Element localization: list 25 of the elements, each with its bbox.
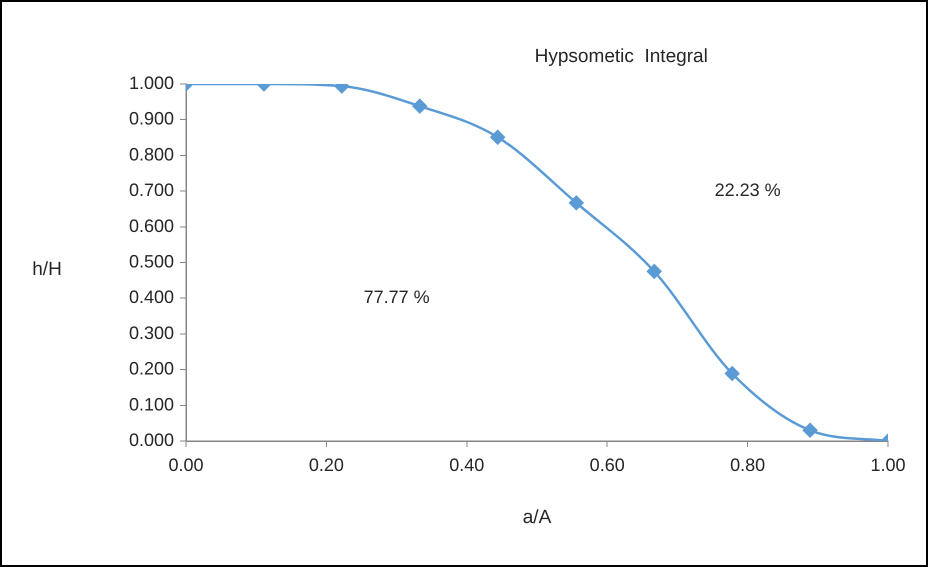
y-tick-label: 0.200 — [128, 358, 174, 379]
x-axis-title: a/A — [522, 507, 552, 528]
y-tick-label: 1.000 — [128, 72, 174, 93]
x-tick-label: 1.00 — [870, 454, 906, 475]
x-tick-label: 0.60 — [590, 454, 625, 475]
x-tick-label: 0.00 — [168, 454, 204, 475]
annotation: 22.23 % — [714, 180, 781, 200]
point — [646, 264, 662, 279]
y-tick-label: 0.500 — [128, 251, 174, 272]
point — [724, 366, 740, 381]
y-tick-label: 0.300 — [128, 322, 174, 343]
y-tick-label: 0.900 — [128, 108, 174, 129]
point — [569, 196, 584, 210]
y-axis-title: h/H — [32, 259, 62, 280]
y-tick-label: 0.700 — [128, 180, 174, 200]
annotation: 77.77 % — [364, 287, 430, 308]
y-tick-label: 0.000 — [128, 430, 174, 450]
y-tick-label: 0.600 — [128, 216, 174, 236]
x-tick-label: 0.20 — [308, 454, 344, 475]
y-tick-label: 0.100 — [128, 394, 174, 414]
x-tick-label: 0.40 — [449, 454, 484, 475]
y-tick-label: 0.400 — [128, 287, 174, 308]
chart-title: Hypsometic Integral — [534, 46, 708, 68]
x-tick-label: 0.80 — [730, 454, 766, 475]
y-tick-label: 0.800 — [128, 144, 174, 164]
